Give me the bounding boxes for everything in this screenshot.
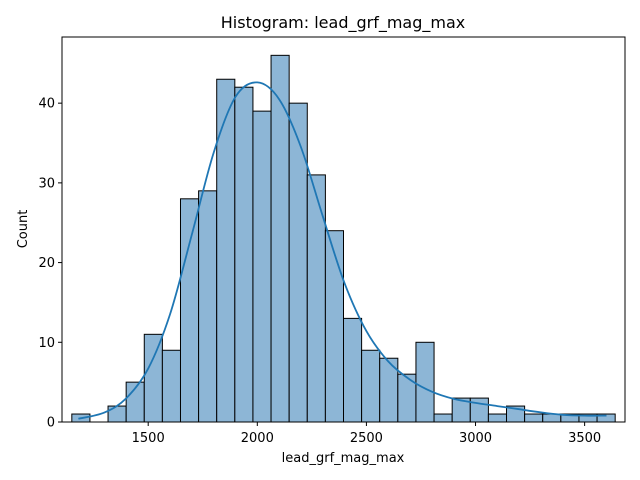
- histogram-bar: [234, 86, 254, 423]
- histogram-bar: [524, 413, 544, 423]
- histogram-bar: [252, 110, 272, 423]
- y-tick-label: 20: [38, 256, 55, 271]
- histogram-bar: [433, 413, 453, 423]
- y-axis-ticks: 0 10 20 30 40: [38, 97, 62, 431]
- histogram-bar: [107, 405, 127, 423]
- histogram-bar: [487, 413, 508, 423]
- histogram-bar: [361, 349, 381, 423]
- histogram-bar: [324, 230, 344, 423]
- kde-curve: [78, 81, 607, 420]
- y-tick-label: 30: [38, 176, 55, 191]
- histogram-bar: [415, 341, 435, 423]
- x-tick-label: 3000: [459, 431, 492, 446]
- histogram-bar: [179, 198, 200, 423]
- x-tick-label: 3500: [568, 431, 601, 446]
- chart-title: Histogram: lead_grf_mag_max: [221, 13, 466, 33]
- x-tick-label: 2500: [350, 431, 383, 446]
- histogram-bars: [71, 54, 616, 423]
- x-tick-label: 2000: [241, 431, 274, 446]
- histogram-bar: [306, 174, 326, 423]
- x-tick-label: 1500: [132, 431, 165, 446]
- x-axis-title: lead_grf_mag_max: [282, 451, 405, 466]
- histogram-bar: [143, 333, 163, 423]
- histogram-bar: [216, 78, 236, 423]
- histogram-bar: [161, 349, 181, 423]
- y-axis-title: Count: [16, 210, 31, 249]
- histogram-bar: [198, 190, 218, 423]
- y-tick-label: 0: [47, 416, 55, 431]
- y-tick-label: 10: [38, 336, 55, 351]
- histogram-bar: [288, 102, 308, 423]
- plot-frame: [61, 36, 626, 423]
- y-tick-label: 40: [38, 97, 55, 112]
- x-axis-ticks: 1500 2000 2500 3000 3500: [132, 422, 601, 446]
- histogram-bar: [343, 317, 363, 423]
